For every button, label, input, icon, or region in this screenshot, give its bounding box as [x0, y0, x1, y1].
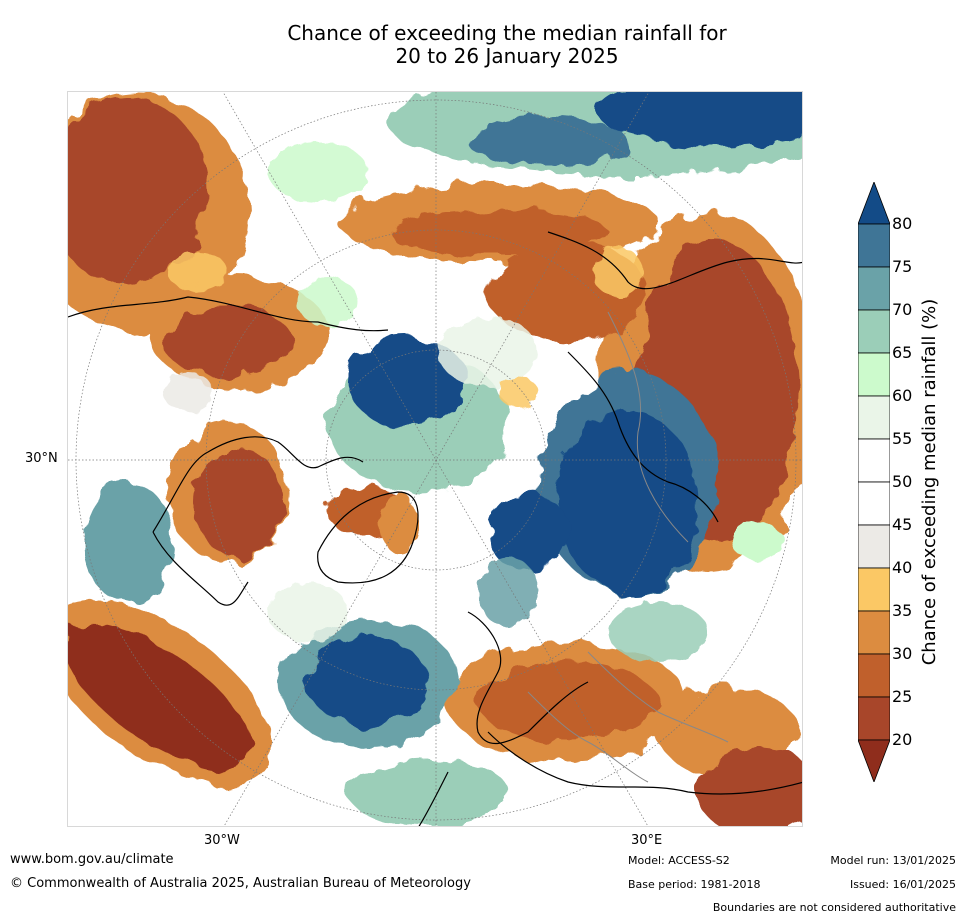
map-title: Chance of exceeding the median rainfall … — [0, 22, 965, 68]
colorbar-tick-20: 20 — [892, 730, 913, 749]
colorbar-tick-40: 40 — [892, 558, 913, 577]
colorbar-tick-25: 25 — [892, 687, 913, 706]
footer-disclaimer: Boundaries are not considered authoritat… — [712, 901, 956, 914]
colorbar-tick-55: 55 — [892, 429, 913, 448]
colorbar-segment-45-50 — [858, 481, 890, 526]
colorbar-tick-75: 75 — [892, 257, 913, 276]
colorbar-tick-35: 35 — [892, 601, 913, 620]
colorbar-segment-70-75 — [858, 266, 890, 311]
longitude-label-30w: 30°W — [204, 833, 240, 848]
footer-model-run: Model run: 13/01/2025 — [830, 854, 956, 867]
colorbar-segment-55-60 — [858, 395, 890, 440]
footer-base-period: Base period: 1981-2018 — [628, 878, 761, 891]
map-svg — [68, 92, 802, 826]
colorbar-segment-50-55 — [858, 438, 890, 483]
colorbar-tick-70: 70 — [892, 300, 913, 319]
footer-copyright: © Commonwealth of Australia 2025, Austra… — [10, 876, 471, 891]
probability-field — [68, 92, 802, 826]
footer-model: Model: ACCESS-S2 — [628, 854, 730, 867]
graticule — [68, 92, 802, 826]
coastlines — [68, 231, 802, 826]
footer-url: www.bom.gov.au/climate — [10, 852, 174, 867]
colorbar-tick-60: 60 — [892, 386, 913, 405]
rainfall-probability-map — [67, 91, 803, 827]
colorbar-segment-<20 — [858, 739, 890, 782]
colorbar-segment-75-80 — [858, 223, 890, 268]
map-title-line-2: 20 to 26 January 2025 — [395, 44, 619, 68]
colorbar-label: Chance of exceeding median rainfall (%) — [919, 298, 940, 666]
colorbar-segment-65-70 — [858, 309, 890, 354]
colorbar-tick-80: 80 — [892, 214, 913, 233]
colorbar-tick-65: 65 — [892, 343, 913, 362]
footer-issued: Issued: 16/01/2025 — [849, 878, 956, 891]
colorbar-tick-45: 45 — [892, 515, 913, 534]
colorbar — [858, 182, 890, 782]
latitude-label-30n: 30°N — [25, 451, 58, 466]
colorbar-segment-35-40 — [858, 567, 890, 612]
colorbar-tick-50: 50 — [892, 472, 913, 491]
map-title-line-1: Chance of exceeding the median rainfall … — [287, 21, 727, 45]
country-borders — [527, 311, 729, 783]
longitude-label-30e: 30°E — [631, 833, 663, 848]
colorbar-segment-20-25 — [858, 696, 890, 741]
colorbar-tick-30: 30 — [892, 644, 913, 663]
colorbar-segment-30-35 — [858, 610, 890, 655]
colorbar-segment-40-45 — [858, 524, 890, 569]
colorbar-segment-60-65 — [858, 352, 890, 397]
colorbar-segment-80+ — [858, 182, 890, 225]
colorbar-segment-25-30 — [858, 653, 890, 698]
